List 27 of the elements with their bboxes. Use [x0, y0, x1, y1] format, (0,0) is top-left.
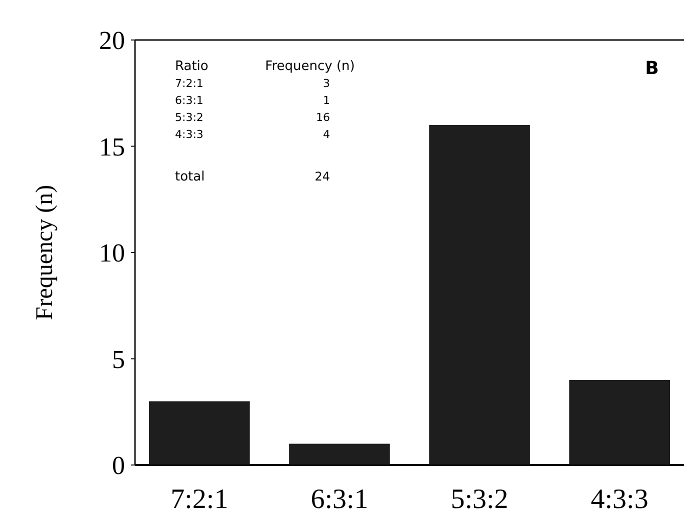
annotation: total: [175, 170, 205, 184]
annotation: 4: [323, 128, 330, 141]
annotation: Frequency (n): [265, 59, 355, 74]
x-tick-label: 4:3:3: [590, 484, 648, 515]
annotation: 7:2:1: [175, 77, 204, 90]
annotation: 5:3:2: [175, 111, 204, 124]
y-tick-label: 10: [99, 238, 125, 268]
x-tick-label: 5:3:2: [450, 484, 508, 515]
y-tick-label: 5: [112, 344, 125, 374]
annotation: B: [645, 58, 659, 79]
bar: [569, 380, 670, 465]
bar: [429, 125, 530, 465]
annotation: 24: [314, 170, 330, 184]
annotation: Ratio: [175, 59, 208, 74]
bar: [289, 444, 390, 465]
y-tick-label: 15: [99, 132, 125, 162]
annotation: 6:3:1: [175, 94, 204, 107]
annotation: 3: [323, 77, 330, 90]
annotation: 1: [323, 94, 330, 107]
annotation: 4:3:3: [175, 128, 204, 141]
bar: [149, 401, 250, 465]
y-axis-title: Frequency (n): [32, 184, 58, 320]
y-tick-label: 20: [99, 26, 125, 56]
y-tick-label: 0: [112, 451, 125, 480]
x-tick-label: 7:2:1: [170, 484, 228, 515]
annotation: 16: [316, 111, 330, 124]
x-tick-label: 6:3:1: [310, 484, 368, 515]
